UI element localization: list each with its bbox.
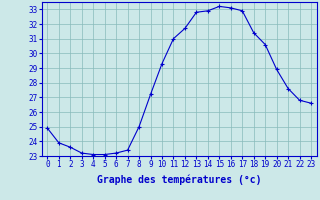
X-axis label: Graphe des températures (°c): Graphe des températures (°c)	[97, 175, 261, 185]
